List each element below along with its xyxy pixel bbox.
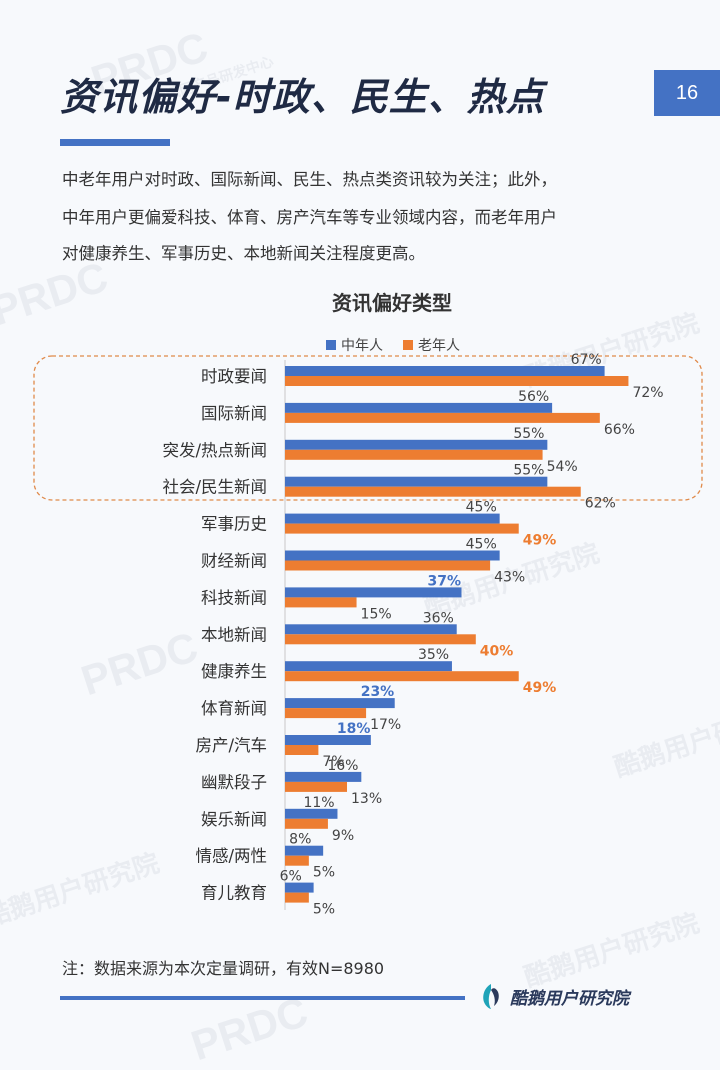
bar-elderly [285, 376, 629, 386]
data-label-middle-aged: 6% [280, 869, 302, 885]
bar-middle-aged [285, 439, 548, 450]
data-label-middle-aged: 23% [361, 684, 395, 700]
data-label-elderly: 40% [480, 643, 514, 659]
bar-elderly [285, 486, 581, 497]
category-label: 健康养生 [201, 662, 267, 681]
bar-elderly [285, 412, 600, 423]
intro-line-2: 中年用户更偏爱科技、体育、房产汽车等专业领域内容，而老年用户 [62, 208, 557, 227]
title-underline [60, 139, 170, 146]
footer-brand: 酷鹅用户研究院 [510, 988, 629, 1009]
data-label-elderly: 49% [523, 533, 557, 549]
bar-middle-aged [285, 550, 500, 561]
highlight-box [33, 355, 703, 501]
bars-layer: 时政要闻67%72%国际新闻56%66%突发/热点新闻55%54%社会/民生新闻… [162, 352, 663, 918]
data-label-middle-aged: 11% [303, 795, 334, 811]
bar-middle-aged [285, 476, 548, 487]
data-label-middle-aged: 45% [466, 500, 497, 516]
bar-middle-aged [285, 771, 362, 782]
data-label-middle-aged: 56% [518, 389, 549, 405]
data-label-middle-aged: 37% [427, 573, 461, 589]
legend-label-elderly: 老年人 [418, 338, 460, 354]
bar-middle-aged [285, 735, 371, 745]
watermark-prdc: PRDC [185, 987, 314, 1070]
data-label-middle-aged: 16% [327, 758, 358, 774]
bar-middle-aged [285, 402, 553, 413]
data-label-elderly: 7% [322, 754, 344, 770]
bar-middle-aged [285, 513, 500, 524]
chart-title: 资讯偏好类型 [332, 291, 452, 315]
category-label: 幽默段子 [201, 773, 267, 792]
data-label-elderly: 5% [313, 902, 335, 918]
footer-line [60, 996, 465, 1000]
bar-middle-aged [285, 366, 605, 376]
bar-elderly [285, 560, 491, 571]
bar-chart: 资讯偏好类型 中年人 老年人 时政要闻 67% 72% 国际新闻 56% 66% 突发/热点… [33, 291, 703, 918]
page-number: 16 [654, 70, 720, 116]
bar-middle-aged [285, 624, 457, 635]
data-label-middle-aged: 36% [423, 610, 454, 626]
data-label-elderly: 43% [494, 570, 525, 586]
data-label-elderly: 66% [604, 422, 635, 438]
footer-logo: 酷鹅用户研究院 [478, 982, 629, 1010]
bar-elderly [285, 892, 309, 903]
category-label: 体育新闻 [201, 699, 267, 718]
category-label: 军事历史 [201, 515, 267, 534]
category-label: 育儿教育 [201, 884, 267, 903]
category-label: 时政要闻 [201, 367, 267, 386]
category-label: 财经新闻 [201, 552, 267, 571]
bar-elderly [285, 523, 519, 534]
data-label-elderly: 62% [585, 496, 616, 512]
legend-label-middle-aged: 中年人 [341, 338, 383, 354]
bar-middle-aged [285, 882, 314, 893]
data-label-elderly: 49% [523, 680, 557, 696]
category-label: 社会/民生新闻 [162, 478, 267, 497]
category-label: 科技新闻 [201, 588, 267, 607]
bar-elderly [285, 818, 328, 829]
data-label-middle-aged: 67% [571, 352, 602, 368]
bar-elderly [285, 745, 319, 755]
bar-elderly [285, 671, 519, 682]
bar-middle-aged [285, 845, 324, 856]
category-label: 房产/汽车 [195, 736, 267, 755]
page-title: 资讯偏好-时政、民生、热点 [60, 75, 545, 119]
legend-swatch-elderly [403, 340, 413, 350]
bar-middle-aged [285, 661, 452, 672]
category-label: 娱乐新闻 [201, 810, 267, 829]
data-label-middle-aged: 8% [289, 832, 311, 848]
category-label: 国际新闻 [201, 404, 267, 423]
bar-elderly [285, 708, 367, 719]
data-label-middle-aged: 55% [513, 463, 544, 479]
data-label-elderly: 54% [547, 459, 578, 475]
bar-middle-aged [285, 698, 395, 709]
data-label-middle-aged: 45% [466, 537, 497, 553]
bar-elderly [285, 855, 309, 866]
bar-elderly [285, 449, 543, 460]
bar-elderly [285, 781, 348, 792]
legend-swatch-middle-aged [326, 340, 336, 350]
data-label-elderly: 72% [632, 385, 663, 401]
data-label-elderly: 9% [332, 828, 354, 844]
category-label: 情感/两性 [195, 847, 267, 866]
intro-line-1: 中老年用户对时政、国际新闻、民生、热点类资讯较为关注；此外， [62, 170, 557, 189]
data-label-middle-aged: 55% [513, 426, 544, 442]
bar-middle-aged [285, 587, 462, 598]
penguin-logo-icon [483, 984, 499, 1009]
footnote: 注：数据来源为本次定量调研，有效N=8980 [62, 959, 385, 978]
bar-middle-aged [285, 808, 338, 819]
category-label: 本地新闻 [201, 625, 267, 644]
data-label-elderly: 15% [361, 606, 392, 622]
chart-legend: 中年人 老年人 [326, 338, 460, 354]
data-label-elderly: 5% [313, 865, 335, 881]
intro-line-3: 对健康养生、军事历史、本地新闻关注程度更高。 [62, 244, 425, 263]
data-label-middle-aged: 18% [337, 721, 371, 737]
data-label-elderly: 13% [351, 791, 382, 807]
bar-elderly [285, 597, 357, 608]
bar-elderly [285, 634, 476, 645]
category-label: 突发/热点新闻 [162, 441, 267, 460]
data-label-elderly: 17% [370, 717, 401, 733]
data-label-middle-aged: 35% [418, 647, 449, 663]
